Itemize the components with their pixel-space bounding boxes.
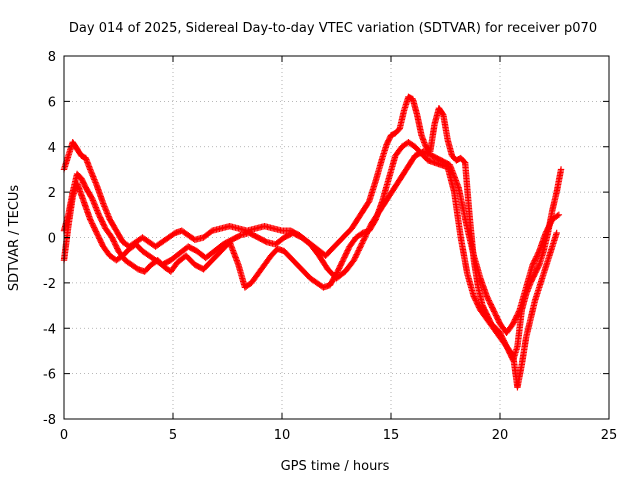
marker-track-a <box>557 166 565 173</box>
marker-track-c <box>362 233 369 240</box>
marker-track-c <box>366 223 374 230</box>
marker-track-c <box>359 238 366 246</box>
x-tick-label: 5 <box>169 428 177 443</box>
marker-track-a <box>535 262 542 270</box>
y-tick-label: 6 <box>48 95 56 110</box>
y-tick-label: 4 <box>48 141 56 156</box>
marker-track-c <box>364 227 372 235</box>
grid-lines <box>64 56 609 419</box>
marker-track-c <box>355 247 362 254</box>
marker-track-c <box>554 212 561 219</box>
marker-track-b <box>508 350 516 358</box>
data-marks <box>60 93 565 391</box>
x-tick-label: 10 <box>274 428 291 443</box>
chart-title: Day 014 of 2025, Sidereal Day-to-day VTE… <box>69 21 597 36</box>
marker-track-c <box>356 245 363 253</box>
marker-track-c <box>357 243 364 250</box>
axis-ticks <box>63 55 610 420</box>
x-axis-label: GPS time / hours <box>281 459 390 474</box>
marker-track-c <box>353 251 360 258</box>
marker-track-c <box>351 255 358 262</box>
marker-track-c <box>365 226 372 233</box>
marker-track-c <box>354 250 361 257</box>
y-tick-label: 8 <box>48 50 56 65</box>
marker-track-c <box>360 237 367 244</box>
y-tick-label: -2 <box>43 277 56 292</box>
marker-track-c <box>535 249 542 256</box>
y-tick-label: -4 <box>43 322 56 337</box>
marker-track-c <box>358 240 366 247</box>
x-tick-label: 20 <box>492 428 509 443</box>
marker-track-c <box>352 252 360 260</box>
y-tick-label: -6 <box>43 368 56 383</box>
y-tick-label: 2 <box>48 186 56 201</box>
marker-track-c <box>361 234 368 242</box>
marker-track-c <box>358 241 365 249</box>
y-tick-label: -8 <box>43 413 56 428</box>
marker-track-c <box>515 308 523 315</box>
marker-track-c <box>366 224 373 232</box>
marker-track-c <box>363 230 370 237</box>
marker-track-c <box>360 236 368 243</box>
x-tick-label: 25 <box>601 428 618 443</box>
marker-track-c <box>350 256 358 264</box>
x-tick-label: 15 <box>383 428 400 443</box>
marker-track-b <box>553 229 560 237</box>
marker-track-c <box>364 229 371 236</box>
marker-track-c <box>362 231 370 239</box>
y-axis-label: SDTVAR / TECUs <box>7 185 22 292</box>
marker-track-c <box>356 244 364 251</box>
x-tick-label: 0 <box>60 428 68 443</box>
marker-track-c <box>555 211 563 219</box>
marker-track-c <box>352 254 359 261</box>
y-tick-label: 0 <box>48 232 56 247</box>
marker-track-c <box>354 248 362 256</box>
